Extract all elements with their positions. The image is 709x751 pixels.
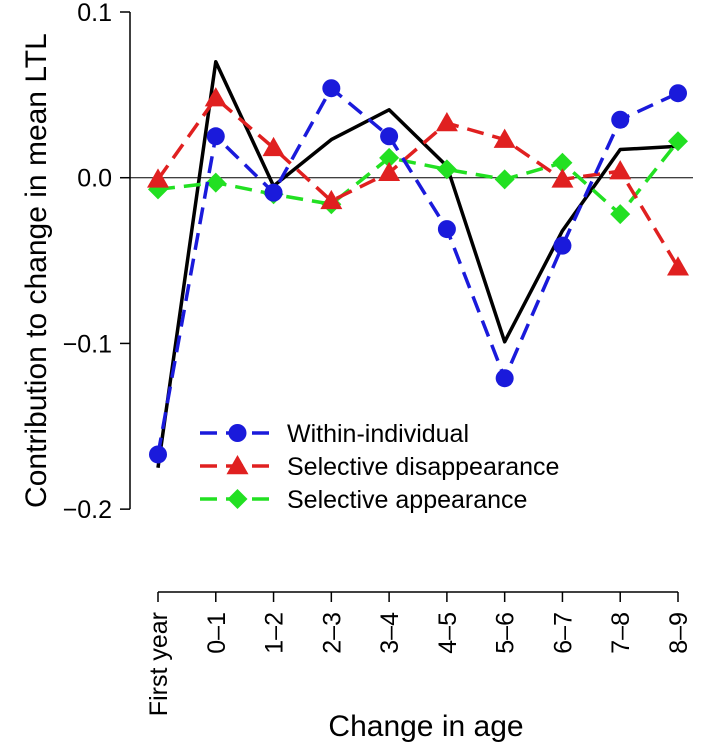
x-axis-label: Change in age <box>328 710 523 743</box>
x-tick-label: 8–9 <box>665 612 693 654</box>
x-tick-label: 5–6 <box>492 612 520 654</box>
legend: Within-individual Selective disappearance… <box>200 420 559 514</box>
within-individual-line <box>156 85 679 455</box>
within-individual-point <box>322 79 341 98</box>
within-individual-point <box>611 110 630 129</box>
x-tick-label: 3–4 <box>376 612 404 654</box>
legend-within-individual-label: Within-individual <box>287 420 469 448</box>
legend-selective-disappearance-label: Selective disappearance <box>287 453 559 481</box>
x-tick-label: First year <box>145 612 173 716</box>
selective-appearance-point <box>610 204 631 225</box>
within-individual-point <box>206 127 225 146</box>
x-tick-label: 4–5 <box>434 612 462 654</box>
x-tick-label: 6–7 <box>549 612 577 654</box>
series-layer <box>147 59 689 468</box>
within-individual-point <box>553 236 572 255</box>
selective-disappearance-point <box>378 161 401 181</box>
selective-appearance-point <box>205 172 226 193</box>
selective-appearance-point <box>668 131 688 152</box>
legend-selective-appearance-marker <box>227 489 248 509</box>
legend-selective-appearance-label: Selective appearance <box>287 486 527 514</box>
selective-disappearance-point <box>435 112 458 132</box>
axes: 0.1 0.0 −0.1 −0.2 First year 0–1 1–2 2–3 3–4 4–5 5… <box>63 0 693 716</box>
selective-appearance-point <box>552 152 573 173</box>
selective-appearance-point <box>379 147 400 168</box>
within-individual-point <box>495 369 514 388</box>
within-individual-point <box>669 84 687 103</box>
total-line <box>156 59 679 468</box>
within-individual-point <box>149 445 167 464</box>
within-individual-point <box>380 127 399 146</box>
selective-disappearance-point <box>667 256 689 276</box>
x-tick-label: 2–3 <box>318 612 346 654</box>
legend-selective-disappearance-marker <box>226 455 249 475</box>
selective-disappearance-point <box>493 128 516 148</box>
selective-disappearance-point <box>609 160 632 180</box>
within-individual-point <box>437 220 456 239</box>
y-tick-label: −0.2 <box>63 496 112 524</box>
selective-disappearance-point <box>320 189 343 210</box>
selective-disappearance-point <box>262 136 285 157</box>
x-tick-label: 0–1 <box>203 612 231 654</box>
selective-disappearance-point <box>204 87 227 107</box>
x-tick-label: 7–8 <box>607 612 635 654</box>
selective-appearance-point <box>436 159 457 180</box>
within-individual-point <box>264 183 283 202</box>
y-tick-label: −0.1 <box>63 330 112 358</box>
y-tick-label: 0.0 <box>77 165 112 193</box>
y-tick-label: 0.1 <box>77 0 112 27</box>
legend-within-individual-marker <box>228 424 247 442</box>
selective-disappearance-point <box>147 168 169 188</box>
selective-disappearance-point <box>551 168 574 188</box>
x-tick-label: 1–2 <box>261 612 289 654</box>
selective-appearance-point <box>494 169 515 190</box>
y-axis-label: Contribution to change in mean LTL <box>20 33 53 508</box>
selective-disappearance-line <box>156 95 680 269</box>
selective-appearance-line <box>157 140 680 217</box>
